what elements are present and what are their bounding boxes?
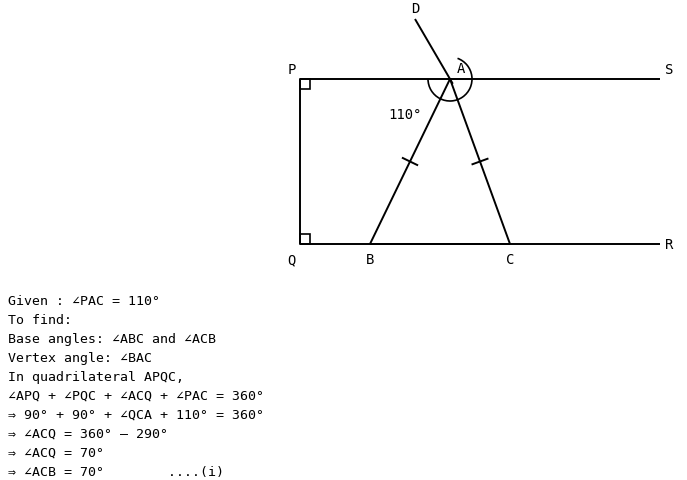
Text: C: C	[506, 252, 514, 266]
Text: ∠APQ + ∠PQC + ∠ACQ + ∠PAC = 360°: ∠APQ + ∠PQC + ∠ACQ + ∠PAC = 360°	[8, 389, 264, 402]
Text: Given : ∠PAC = 110°: Given : ∠PAC = 110°	[8, 294, 160, 307]
Text: R: R	[665, 238, 673, 252]
Text: P: P	[288, 63, 296, 77]
Text: 110°: 110°	[388, 108, 422, 122]
Text: S: S	[665, 63, 673, 77]
Bar	[300, 235, 310, 244]
Text: D: D	[411, 2, 419, 16]
Text: A: A	[457, 62, 465, 76]
Text: ⇒ 90° + 90° + ∠QCA + 110° = 360°: ⇒ 90° + 90° + ∠QCA + 110° = 360°	[8, 408, 264, 421]
Text: Q: Q	[288, 252, 296, 266]
Text: ⇒ ∠ACQ = 360° – 290°: ⇒ ∠ACQ = 360° – 290°	[8, 427, 168, 440]
Text: Vertex angle: ∠BAC: Vertex angle: ∠BAC	[8, 351, 152, 364]
Text: ⇒ ∠ACB = 70°        ....(i): ⇒ ∠ACB = 70° ....(i)	[8, 465, 224, 478]
Text: Base angles: ∠ABC and ∠ACB: Base angles: ∠ABC and ∠ACB	[8, 332, 216, 345]
Bar	[300, 80, 310, 90]
Text: In quadrilateral APQC,: In quadrilateral APQC,	[8, 370, 184, 383]
Text: B: B	[365, 252, 374, 266]
Text: To find:: To find:	[8, 313, 72, 326]
Text: ⇒ ∠ACQ = 70°: ⇒ ∠ACQ = 70°	[8, 446, 104, 459]
